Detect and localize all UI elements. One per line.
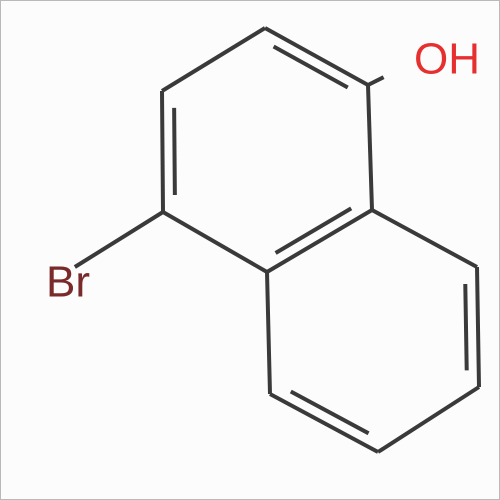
atom-label-br: Br [46, 258, 90, 307]
atom-label-oh: OH [414, 35, 480, 84]
molecule-svg: OH Br [0, 0, 500, 500]
molecule-canvas: OH Br [0, 0, 500, 500]
